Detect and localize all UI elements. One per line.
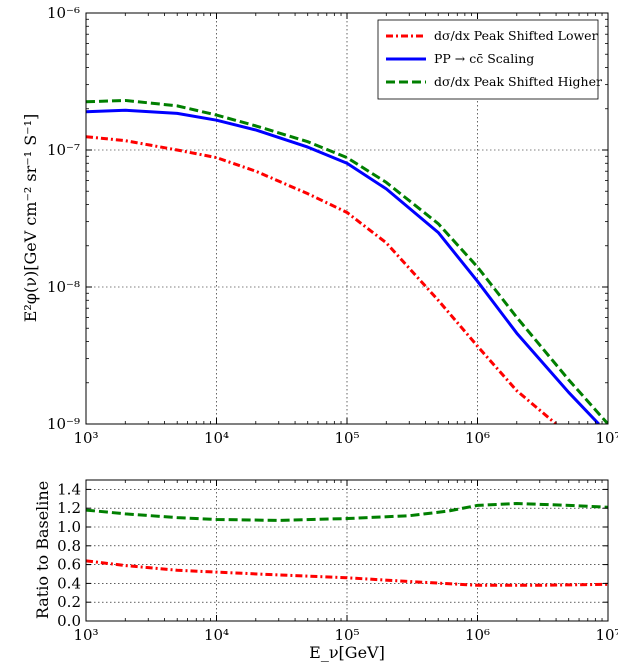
ratio-y-tick-label: 0.2: [57, 593, 81, 611]
ratio-series-0: [86, 502, 608, 522]
main-x-tick-label: 10⁷: [595, 429, 618, 447]
ratio-y-tick-label: 0.6: [57, 556, 81, 574]
legend: dσ/dx Peak Shifted Lower PP → cc̄ Scaling…: [377, 19, 602, 100]
main-y-tick-label: 10⁻⁹: [47, 415, 80, 433]
ratio-x-tick-label: 10⁵: [334, 626, 359, 644]
ratio-x-tick-label: 10⁴: [204, 626, 229, 644]
main-x-tick-label: 10⁶: [465, 429, 490, 447]
ratio-y-tick-label: 0.4: [57, 574, 81, 592]
ratio-x-tick-label: 10⁷: [595, 626, 618, 644]
main-x-tick-label: 10⁴: [204, 429, 229, 447]
main-y-tick-label: 10⁻⁷: [47, 141, 80, 159]
main-x-tick-label: 10⁵: [334, 429, 359, 447]
ratio-x-tick-label: 10⁶: [465, 626, 490, 644]
main-plot-panel: 10³ 10⁴ 10⁵ 10⁶ 10⁷ 10⁻⁹ 10⁻⁸ 10⁻⁷ 10⁻⁶ E²φ(ν)[G…: [21, 4, 618, 447]
ratio-series-1: [86, 559, 608, 587]
main-y-tick-label: 10⁻⁶: [47, 4, 80, 22]
legend-label-1: PP → cc̄ Scaling: [434, 51, 534, 66]
main-series-1: [86, 108, 600, 424]
main-y-axis-label: E²φ(ν)[GeV cm⁻² sr⁻¹ S⁻¹]: [21, 114, 40, 323]
ratio-y-tick-label: 1.0: [57, 518, 81, 536]
main-series-2: [86, 98, 608, 424]
main-y-tick-label: 10⁻⁸: [47, 278, 80, 296]
main-x-tick-label: 10³: [73, 429, 98, 447]
ratio-y-tick-label: 0.0: [57, 612, 81, 630]
ratio-y-axis-label: Ratio to Baseline: [33, 481, 52, 619]
legend-label-0: dσ/dx Peak Shifted Lower: [434, 28, 598, 43]
ratio-y-tick-label: 1.2: [57, 499, 81, 517]
ratio-y-tick-label: 0.8: [57, 537, 81, 555]
ratio-y-tick-label: 1.4: [57, 480, 81, 498]
ratio-x-tick-label: 10³: [73, 626, 98, 644]
main-series-0: [86, 135, 558, 424]
legend-label-2: dσ/dx Peak Shifted Higher: [434, 74, 602, 89]
x-axis-label: E_ν[GeV]: [309, 643, 385, 662]
ratio-plot-panel: 10³ 10⁴ 10⁵ 10⁶ 10⁷0.00.20.40.60.81.01.21.4 …: [33, 479, 618, 662]
